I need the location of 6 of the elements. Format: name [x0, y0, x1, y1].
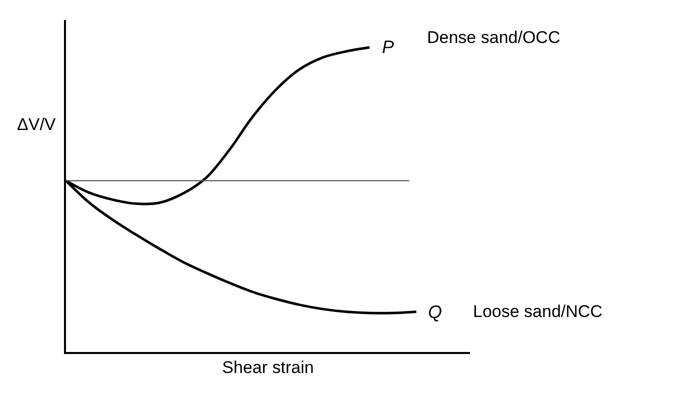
x-axis-title: Shear strain [222, 358, 314, 377]
text: Loose sand/NCC [473, 302, 602, 321]
text: Dense sand/OCC [427, 28, 560, 47]
series-label: P [382, 37, 394, 57]
y-axis-title: ΔV/V [17, 115, 56, 134]
series-label: Q [428, 302, 442, 322]
